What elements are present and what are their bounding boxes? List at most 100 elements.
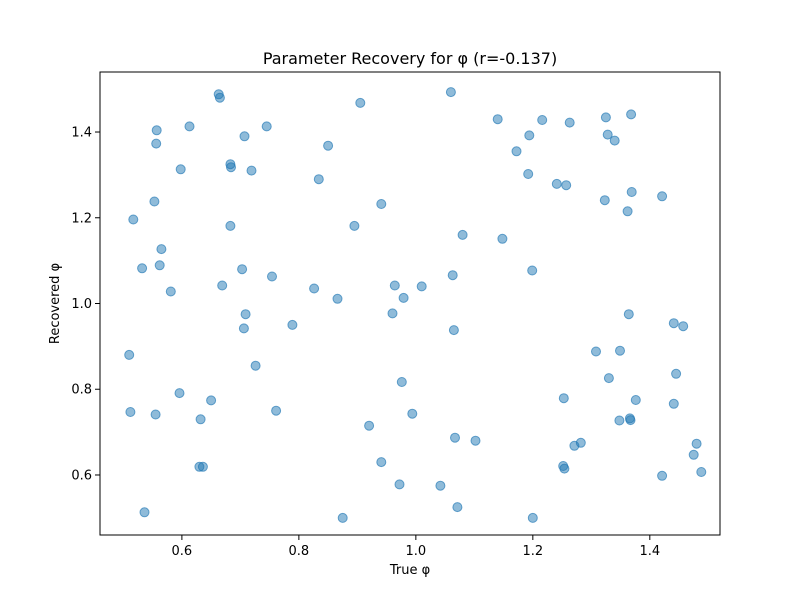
scatter-point: [630, 395, 641, 405]
scatter-point: [524, 130, 535, 141]
scatter-point: [623, 309, 634, 320]
scatter-point: [364, 420, 375, 431]
scatter-point: [323, 140, 334, 151]
scatter-point: [396, 377, 407, 387]
scatter-point: [609, 135, 620, 146]
scatter-point: [287, 319, 298, 330]
scatter-point: [238, 323, 249, 334]
scatter-point: [151, 125, 162, 136]
scatter-point: [688, 449, 699, 460]
scatter-point: [313, 174, 324, 185]
scatter-point: [128, 214, 139, 225]
x-tick-label: 1.2: [522, 544, 543, 559]
scatter-point: [447, 270, 458, 281]
scatter-point: [416, 281, 427, 292]
scatter-point: [195, 414, 206, 425]
scatter-point: [626, 187, 637, 197]
y-tick-label: 0.6: [71, 468, 92, 483]
scatter-point: [696, 467, 707, 477]
scatter-point: [246, 165, 257, 176]
scatter-point: [450, 432, 460, 443]
x-tick-label: 0.6: [172, 544, 193, 559]
scatter-point: [197, 461, 208, 472]
scatter-point: [603, 373, 614, 384]
scatter-point: [445, 87, 456, 98]
y-tick-label: 1.4: [71, 126, 92, 141]
scatter-point: [217, 280, 228, 291]
scatter-point: [349, 220, 360, 231]
scatter-point: [435, 480, 446, 491]
scatter-point: [561, 180, 572, 191]
scatter-point: [599, 195, 610, 206]
scatter-point: [614, 415, 625, 426]
scatter-point: [250, 360, 261, 371]
scatter-point: [225, 159, 236, 170]
scatter-point: [537, 115, 548, 125]
x-tick-label: 0.8: [289, 544, 310, 559]
scatter-point: [165, 286, 176, 297]
scatter-point: [240, 309, 251, 320]
scatter-point: [237, 264, 248, 275]
scatter-point: [376, 199, 387, 209]
scatter-point: [448, 325, 459, 336]
scatter-point: [602, 129, 613, 140]
scatter-point: [214, 92, 225, 103]
scatter-point: [615, 345, 625, 356]
scatter-point: [470, 435, 481, 446]
x-tick-label: 1.0: [406, 544, 427, 559]
scatter-point: [267, 271, 277, 282]
scatter-point: [626, 109, 637, 120]
scatter-point: [457, 229, 468, 240]
scatter-point: [184, 121, 195, 132]
chart-title: Parameter Recovery for φ (r=-0.137): [263, 49, 557, 68]
scatter-point: [511, 146, 522, 157]
scatter-point: [261, 121, 272, 132]
scatter-point: [523, 169, 534, 179]
scatter-point: [151, 138, 162, 149]
scatter-point: [551, 178, 562, 189]
scatter-point: [564, 117, 575, 128]
y-tick-label: 1.2: [71, 211, 92, 226]
scatter-point: [139, 507, 150, 518]
scatter-point: [527, 265, 538, 276]
y-axis-label: Recovered φ: [48, 263, 63, 344]
scatter-point: [625, 415, 636, 426]
scatter-point: [678, 321, 689, 332]
scatter-point: [137, 263, 148, 274]
scatter-point: [527, 512, 538, 523]
scatter-point: [657, 191, 668, 202]
scatter-point: [558, 393, 569, 404]
scatter-point: [271, 405, 282, 416]
scatter-point: [225, 220, 236, 231]
scatter-point: [668, 398, 679, 409]
plot-frame: [99, 71, 721, 536]
x-axis-label: True φ: [389, 563, 430, 578]
scatter-point: [154, 260, 165, 271]
scatter-point: [355, 97, 366, 108]
scatter-point: [691, 438, 702, 449]
scatter-point: [387, 308, 398, 319]
y-tick-label: 1.0: [71, 297, 92, 312]
scatter-point: [559, 463, 570, 474]
x-axis-ticks: 0.6 0.8 1.0 1.2 1.4: [172, 535, 660, 559]
scatter-point: [389, 280, 400, 291]
scatter-point: [452, 502, 463, 513]
scatter-point: [575, 437, 586, 448]
scatter-point: [600, 112, 611, 123]
data-points: [124, 87, 707, 523]
scatter-point: [149, 196, 160, 207]
scatter-point: [407, 408, 418, 419]
scatter-point: [668, 318, 679, 329]
scatter-point: [156, 244, 167, 255]
scatter-point: [394, 479, 405, 490]
scatter-point: [239, 131, 250, 142]
scatter-point: [309, 283, 320, 294]
y-axis-ticks: 0.6 0.8 1.0 1.2 1.4: [71, 126, 100, 483]
scatter-point: [206, 395, 217, 406]
scatter-point: [174, 388, 185, 399]
y-tick-label: 0.8: [71, 383, 92, 398]
scatter-point: [497, 233, 508, 244]
scatter-point: [150, 409, 161, 420]
scatter-point: [376, 457, 387, 468]
